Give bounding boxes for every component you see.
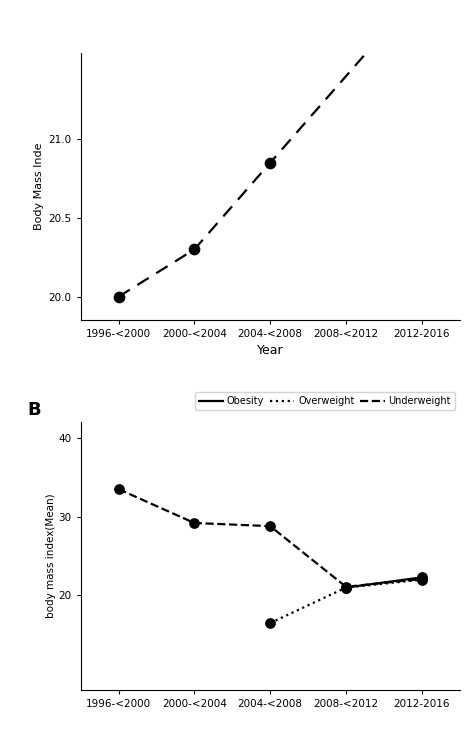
Text: B: B: [27, 400, 41, 418]
Point: [342, 581, 350, 593]
Overweight: [419, 575, 425, 584]
Line: Obesity: Obesity: [346, 578, 422, 587]
Underweight: [419, 574, 425, 584]
Point: [418, 574, 426, 586]
Underweight: [267, 522, 273, 531]
Underweight: [116, 484, 121, 494]
Line: Underweight: Underweight: [118, 489, 422, 586]
Y-axis label: Body Mass Inde: Body Mass Inde: [34, 142, 44, 230]
Point: [115, 483, 122, 495]
Underweight: [191, 518, 197, 527]
Overweight: [343, 583, 349, 592]
Point: [115, 291, 122, 303]
X-axis label: Year: Year: [257, 344, 283, 356]
Y-axis label: body mass index(Mean): body mass index(Mean): [46, 494, 55, 619]
Point: [266, 520, 274, 532]
Point: [342, 581, 350, 593]
Point: [418, 573, 426, 585]
Obesity: [343, 583, 349, 592]
Point: [191, 517, 198, 529]
Underweight: [343, 582, 349, 591]
Obesity: [419, 573, 425, 582]
Line: Overweight: Overweight: [270, 580, 422, 623]
Point: [191, 244, 198, 256]
Point: [342, 580, 350, 592]
Point: [266, 617, 274, 629]
Point: [266, 157, 274, 169]
Legend: Obesity, Overweight, Underweight: Obesity, Overweight, Underweight: [195, 392, 455, 410]
Point: [418, 572, 426, 584]
Overweight: [267, 619, 273, 628]
